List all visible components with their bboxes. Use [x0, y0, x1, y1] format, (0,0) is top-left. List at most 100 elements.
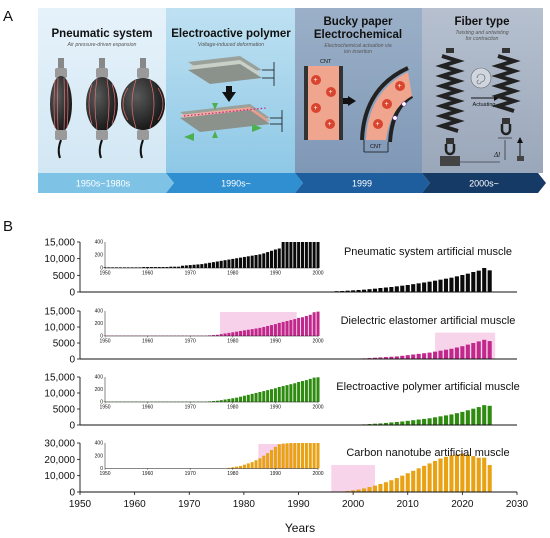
- actuating-label: Actuating: [473, 102, 496, 108]
- bar: [449, 455, 454, 492]
- bar: [465, 454, 470, 492]
- inset-bar: [165, 267, 169, 268]
- bar: [482, 339, 487, 359]
- bar: [438, 458, 443, 492]
- eap-subtitle: Voltage-induced deformation: [198, 42, 264, 48]
- bar: [362, 488, 367, 492]
- inset-bar: [142, 267, 146, 268]
- era-arrow-1: [38, 173, 174, 193]
- inset-bar: [289, 384, 293, 402]
- bar: [372, 357, 378, 359]
- bar: [454, 454, 459, 492]
- inset-bar: [273, 324, 277, 336]
- inset-bar: [242, 256, 246, 268]
- inset-bar: [297, 443, 301, 469]
- inset-bar: [196, 264, 200, 268]
- inset-y-tick-label: 400: [95, 441, 104, 447]
- inset-bar: [277, 387, 281, 402]
- bar: [476, 407, 481, 425]
- inset-bar: [231, 258, 235, 268]
- bar: [416, 283, 421, 292]
- inset-bar: [285, 385, 289, 402]
- x-tick-label: 1990: [287, 499, 310, 510]
- y-tick-label: 10,000: [44, 471, 75, 482]
- inset-bar: [134, 267, 138, 268]
- fiber-diagram: Actuating Δl: [435, 48, 524, 166]
- inset-bar: [239, 396, 243, 402]
- inset-bar: [242, 464, 246, 469]
- svg-text:+: +: [329, 89, 333, 96]
- y-tick-label: 30,000: [44, 439, 75, 450]
- bar: [487, 341, 492, 359]
- inset-y-tick-label: 200: [95, 387, 104, 393]
- panel-b-letter: B: [3, 218, 13, 235]
- delta-l-label: Δl: [493, 151, 500, 159]
- inset-bar: [235, 331, 239, 336]
- inset-bar: [258, 254, 262, 268]
- chart-title: Carbon nanotube artificial muscle: [346, 447, 509, 459]
- bar: [389, 480, 394, 492]
- bar: [351, 290, 356, 292]
- bar: [383, 287, 388, 292]
- inset-bar: [192, 264, 196, 268]
- inset-y-tick-label: 400: [95, 375, 104, 381]
- bar: [362, 289, 367, 292]
- bar: [487, 270, 492, 292]
- bar: [460, 453, 465, 492]
- pneumatic-muscle-2: [86, 58, 118, 159]
- inset-bar: [270, 325, 274, 336]
- inset-chart: 0 200 400 1950 1960 1970 1980 1990 2000: [95, 441, 324, 478]
- inset-bar: [270, 450, 274, 469]
- inset-bar: [227, 259, 231, 268]
- bar: [405, 355, 410, 359]
- x-tick-label: 2000: [342, 499, 365, 510]
- bar: [383, 482, 388, 492]
- bar: [422, 282, 427, 292]
- bar: [460, 411, 465, 425]
- bar: [449, 414, 454, 425]
- svg-text:+: +: [376, 121, 380, 128]
- bar: [400, 475, 405, 492]
- inset-bar: [281, 242, 285, 268]
- bar: [476, 270, 481, 292]
- y-tick-label: 0: [69, 421, 75, 432]
- y-tick-label: 20,000: [44, 455, 75, 466]
- inset-bar: [289, 443, 293, 469]
- bar: [367, 487, 372, 492]
- bar: [356, 489, 361, 492]
- era-label-2: 1990s~: [221, 179, 251, 189]
- bar: [422, 465, 427, 492]
- fiber-section-bg: [422, 8, 543, 173]
- bar: [372, 485, 378, 492]
- pneumatic-title: Pneumatic system: [52, 28, 153, 40]
- bar: [433, 351, 438, 359]
- inset-x-tick-label: 1950: [99, 271, 110, 277]
- inset-x-tick-label: 1960: [142, 339, 153, 345]
- y-tick-label: 0: [69, 355, 75, 366]
- inset-bar: [235, 397, 239, 402]
- bar: [454, 347, 459, 359]
- inset-x-tick-label: 1960: [142, 405, 153, 411]
- x-tick-label: 1980: [233, 499, 256, 510]
- inset-bar: [126, 267, 130, 268]
- inset-bar: [153, 267, 157, 268]
- inset-bar: [316, 377, 320, 402]
- era-label-3: 1999: [352, 179, 372, 189]
- y-tick-label: 0: [69, 488, 75, 499]
- inset-bar: [250, 255, 254, 268]
- inset-bar: [297, 242, 301, 268]
- inset-bar: [254, 460, 258, 469]
- fiber-title: Fiber type: [455, 16, 510, 28]
- bar: [482, 457, 487, 492]
- cnt-bottom-label: CNT: [370, 144, 382, 150]
- inset-x-tick-label: 2000: [312, 271, 323, 277]
- inset-bar: [262, 253, 266, 268]
- chart-4: 0 10,000 20,000 30,000 Carbon nanotube artif…: [44, 439, 517, 499]
- inset-bar: [297, 317, 301, 336]
- inset-bar: [312, 377, 316, 402]
- y-tick-label: 10,000: [44, 254, 75, 265]
- bar: [443, 456, 449, 492]
- inset-y-tick-label: 200: [95, 253, 104, 259]
- inset-bar: [173, 266, 177, 268]
- inset-bar: [107, 267, 111, 268]
